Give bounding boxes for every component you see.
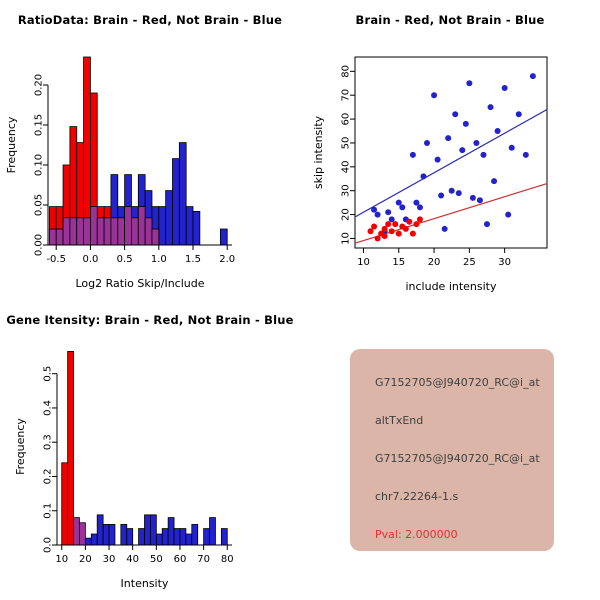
svg-text:20: 20 [428, 257, 441, 268]
svg-text:80: 80 [221, 554, 234, 565]
svg-text:Intensity: Intensity [121, 577, 169, 590]
panel-ratio-histogram: RatioData: Brain - Red, Not Brain - Blue… [0, 0, 300, 300]
svg-text:2.0: 2.0 [219, 254, 235, 265]
gene-intensity-title: Gene Itensity: Brain - Red, Not Brain - … [6, 313, 294, 327]
svg-text:0.5: 0.5 [117, 254, 133, 265]
svg-text:0.15: 0.15 [34, 114, 45, 136]
svg-text:0.2: 0.2 [43, 469, 54, 485]
svg-text:0.00: 0.00 [34, 234, 45, 256]
svg-text:Frequency: Frequency [5, 116, 18, 173]
svg-text:Frequency: Frequency [14, 418, 27, 475]
svg-text:20: 20 [341, 208, 352, 221]
gene-intensity-histogram-plot: 10 20 30 40 50 60 70 80 0.0 0.1 0.2 0.3 0.4 0.5 Intens… [14, 351, 234, 590]
svg-text:20: 20 [79, 554, 92, 565]
svg-text:1.0: 1.0 [151, 254, 167, 265]
svg-text:0.4: 0.4 [43, 400, 54, 416]
svg-text:10: 10 [357, 257, 370, 268]
svg-text:40: 40 [126, 554, 139, 565]
svg-text:10: 10 [55, 554, 68, 565]
svg-text:30: 30 [341, 184, 352, 197]
panel-intensity-scatter: Brain - Red, Not Brain - Blue 10 15 20 25 30… [300, 0, 600, 300]
svg-text:-0.5: -0.5 [46, 254, 66, 265]
svg-text:0.0: 0.0 [43, 537, 54, 553]
probe-id-bottom: G7152705@J940720_RC@i_at [375, 452, 540, 465]
svg-text:1.5: 1.5 [185, 254, 201, 265]
probe-id-top: G7152705@J940720_RC@i_at [375, 376, 540, 389]
svg-text:50: 50 [341, 137, 352, 150]
svg-text:15: 15 [392, 257, 405, 268]
svg-text:70: 70 [341, 89, 352, 102]
svg-text:0.05: 0.05 [34, 194, 45, 216]
svg-text:0.0: 0.0 [82, 254, 98, 265]
pval-text: Pval: 2.000000 [375, 528, 458, 541]
svg-text:70: 70 [197, 554, 210, 565]
svg-text:0.3: 0.3 [43, 434, 54, 450]
event-type: altTxEnd [375, 414, 424, 427]
svg-text:40: 40 [341, 160, 352, 173]
svg-text:0.10: 0.10 [34, 154, 45, 176]
ratio-histogram-plot: -0.5 0.0 0.5 1.0 1.5 2.0 0.00 0.05 0.10 0.15 0.20 L… [5, 56, 235, 290]
svg-text:60: 60 [174, 554, 187, 565]
svg-text:30: 30 [103, 554, 116, 565]
svg-text:0.20: 0.20 [34, 74, 45, 96]
info-panel: G7152705@J940720_RC@i_at altTxEnd G71527… [350, 349, 554, 551]
scatter-title: Brain - Red, Not Brain - Blue [355, 13, 545, 27]
svg-text:80: 80 [341, 65, 352, 78]
svg-text:50: 50 [150, 554, 163, 565]
panel-gene-intensity-histogram: Gene Itensity: Brain - Red, Not Brain - … [0, 300, 300, 600]
svg-text:60: 60 [341, 113, 352, 126]
svg-text:0.1: 0.1 [43, 503, 54, 519]
svg-text:30: 30 [498, 257, 511, 268]
ratio-histogram-title: RatioData: Brain - Red, Not Brain - Blue [17, 13, 283, 27]
svg-text:include intensity: include intensity [405, 280, 497, 293]
svg-text:10: 10 [341, 232, 352, 245]
svg-text:Log2 Ratio Skip/Include: Log2 Ratio Skip/Include [75, 277, 204, 290]
svg-text:0.5: 0.5 [43, 366, 54, 382]
intensity-scatter-plot: 10 15 20 25 30 10 20 30 40 50 60 70 80 include intens… [312, 56, 548, 293]
svg-text:skip intensity: skip intensity [312, 115, 325, 189]
svg-text:25: 25 [463, 257, 476, 268]
locus-id: chr7.22264-1.s [375, 490, 459, 503]
